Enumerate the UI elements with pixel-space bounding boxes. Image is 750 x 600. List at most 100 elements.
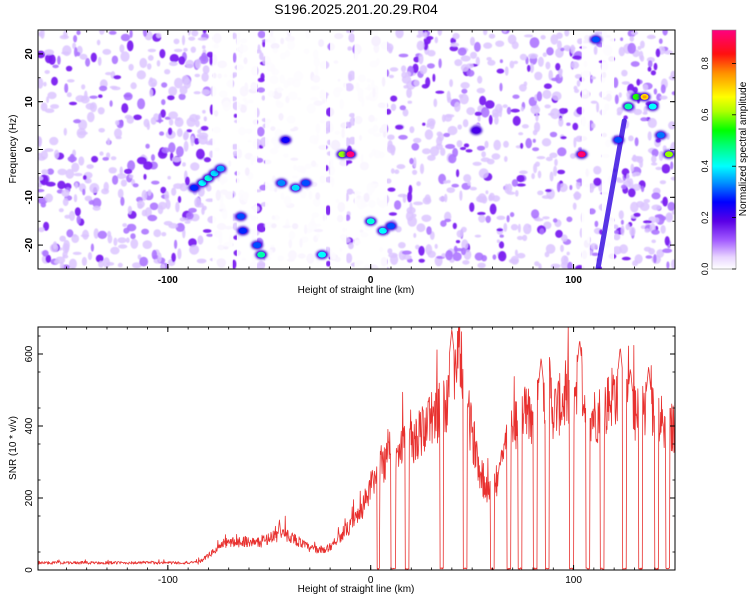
noise-blob [469, 202, 475, 212]
noise-blob [98, 94, 103, 98]
noise-blob [52, 64, 59, 69]
noise-blob [519, 53, 528, 61]
noise-blob [416, 223, 426, 233]
noise-blob [99, 151, 104, 156]
noise-blob [57, 55, 61, 65]
noise-blob [563, 45, 571, 52]
noise-blob [537, 56, 544, 67]
noise-blob [128, 174, 134, 179]
noise-blob [621, 81, 631, 85]
noise-blob [122, 223, 128, 228]
noise-blob [550, 34, 559, 45]
noise-blob [143, 161, 153, 170]
colorbar: 0.0 0.2 0.4 0.6 0.8 Normalized spectral ampl… [700, 29, 749, 275]
noise-blob [545, 61, 551, 70]
noise-blob [647, 131, 652, 141]
noise-blob [133, 114, 142, 121]
noise-blob [485, 215, 491, 223]
noise-blob [413, 137, 422, 144]
noise-blob [402, 108, 409, 117]
noise-blob [66, 92, 72, 98]
noise-blob [92, 197, 102, 208]
noise-blob [594, 220, 599, 228]
noise-blob [190, 46, 196, 53]
noise-blob [106, 152, 111, 159]
noise-blob [256, 157, 264, 163]
noise-blob [197, 235, 204, 245]
noise-blob [506, 215, 510, 223]
noise-blob [169, 61, 178, 67]
colorbar-tick-label: 0.4 [700, 160, 710, 173]
noise-blob [74, 47, 78, 57]
noise-blob [412, 157, 417, 168]
noise-blob [90, 52, 97, 63]
noise-blob [615, 177, 622, 182]
colorbar-ticks: 0.0 0.2 0.4 0.6 0.8 [700, 57, 736, 275]
noise-blob [388, 212, 397, 216]
noise-blob [91, 155, 99, 163]
noise-blob [646, 34, 656, 40]
noise-blob [426, 63, 435, 69]
noise-blob [158, 201, 167, 210]
noise-blob [105, 72, 113, 76]
noise-blob [44, 148, 54, 152]
noise-blob [647, 60, 653, 68]
noise-blob [566, 122, 571, 126]
noise-blob [209, 54, 213, 66]
noise-blob [83, 175, 87, 180]
noise-blob [395, 124, 404, 130]
noise-blob [590, 100, 598, 104]
noise-blob [141, 209, 148, 217]
noise-blob [460, 82, 470, 89]
noise-blob [73, 194, 78, 203]
noise-blob [559, 69, 563, 78]
noise-blob [387, 187, 396, 192]
noise-blob [462, 260, 470, 265]
noise-blob [49, 136, 59, 146]
noise-blob [171, 187, 177, 196]
noise-blob [620, 37, 624, 41]
noise-blob [511, 179, 518, 187]
noise-blob [407, 100, 413, 104]
noise-blob [156, 32, 162, 39]
noise-blob [419, 65, 428, 75]
noise-blob [109, 100, 113, 107]
noise-blob [409, 202, 413, 213]
noise-blob [570, 61, 580, 69]
noise-blob [653, 254, 657, 264]
noise-blob [147, 214, 158, 222]
noise-blob [621, 256, 631, 261]
noise-blob [641, 185, 645, 193]
x-tick-label: 0 [368, 575, 374, 586]
noise-blob [536, 91, 543, 102]
noise-blob [142, 30, 148, 37]
noise-blob [113, 237, 118, 246]
noise-blob [593, 165, 602, 175]
noise-blob [182, 132, 189, 141]
noise-blob [174, 77, 183, 89]
noise-blob [64, 214, 71, 219]
noise-blob [474, 234, 482, 238]
noise-blob [489, 203, 497, 215]
noise-blob [116, 173, 127, 180]
noise-blob [78, 156, 85, 166]
spectrogram-x-axis-label: Height of straight line (km) [298, 285, 415, 296]
noise-blob [165, 199, 171, 210]
noise-blob [76, 127, 87, 139]
noise-blob [173, 183, 184, 190]
noise-blob [629, 35, 634, 42]
noise-blob [81, 84, 86, 90]
noise-blob [102, 157, 109, 161]
noise-blob [108, 167, 117, 174]
noise-blob [395, 226, 402, 233]
y-tick-label: 600 [24, 345, 35, 362]
noise-blob [479, 95, 487, 106]
noise-blob [194, 58, 202, 69]
noise-blob [185, 59, 195, 69]
noise-blob [108, 30, 117, 35]
noise-blob [76, 30, 81, 36]
noise-blob [630, 201, 639, 213]
noise-blob [111, 55, 119, 65]
noise-blob [205, 140, 215, 146]
noise-blob [543, 221, 552, 230]
